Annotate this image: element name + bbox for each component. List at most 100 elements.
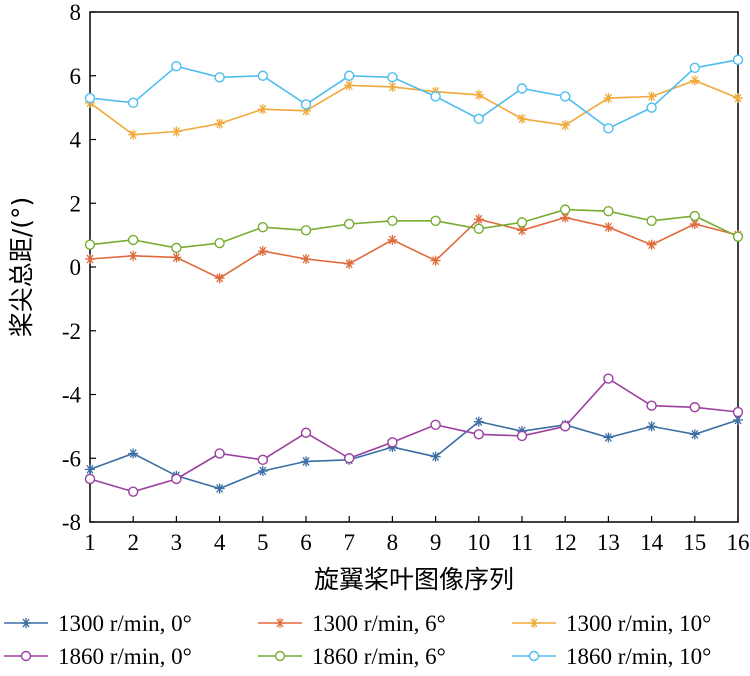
data-point — [603, 373, 614, 384]
data-point — [257, 246, 268, 257]
x-tick-label: 1 — [84, 530, 96, 555]
data-point — [560, 421, 571, 432]
legend-label: 1300 r/min, 0° — [58, 611, 192, 636]
data-point — [257, 454, 268, 466]
y-tick-label: 8 — [70, 0, 82, 25]
data-point — [257, 221, 268, 233]
data-point — [344, 258, 355, 269]
data-point — [301, 456, 311, 467]
series-5 — [84, 204, 744, 254]
x-tick-label: 9 — [430, 530, 442, 555]
y-tick-label: -4 — [62, 383, 82, 408]
data-point — [646, 400, 657, 411]
data-point — [387, 437, 398, 448]
y-tick-label: -6 — [62, 446, 81, 471]
data-point — [560, 91, 571, 102]
legend-item: 1860 r/min, 0° — [4, 644, 192, 669]
y-tick-label: -2 — [62, 319, 81, 344]
data-point — [301, 254, 311, 265]
data-point — [603, 123, 614, 134]
series-line — [89, 377, 739, 493]
legend-label: 1860 r/min, 10° — [566, 644, 711, 669]
data-point — [344, 80, 355, 91]
x-tick-label: 16 — [727, 530, 750, 555]
data-point — [560, 120, 571, 131]
data-point — [689, 210, 700, 222]
data-point — [430, 451, 441, 462]
x-axis-title: 旋翼桨叶图像序列 — [314, 565, 514, 594]
data-point — [171, 252, 182, 263]
legend-item: 1300 r/min, 6° — [258, 611, 446, 636]
legend-marker — [21, 618, 31, 628]
data-point — [171, 242, 182, 254]
data-point — [344, 70, 355, 81]
data-point — [344, 218, 355, 230]
data-point — [171, 60, 182, 72]
data-point — [85, 254, 95, 265]
legend-label: 1300 r/min, 10° — [566, 611, 711, 636]
data-point — [732, 406, 744, 418]
legend-item: 1300 r/min, 0° — [4, 611, 192, 636]
data-point — [646, 215, 657, 226]
data-point — [127, 234, 139, 246]
data-point — [473, 416, 484, 427]
data-point — [300, 99, 312, 110]
legend-marker — [528, 650, 540, 662]
data-point — [733, 93, 743, 104]
x-tick-label: 3 — [171, 530, 183, 555]
data-point — [430, 215, 441, 226]
legend-label: 1300 r/min, 6° — [312, 611, 446, 636]
data-point — [257, 466, 268, 476]
data-point — [387, 234, 398, 245]
data-point — [300, 225, 312, 236]
legend-marker — [20, 650, 32, 662]
legend-marker — [274, 650, 286, 662]
data-point — [214, 237, 225, 249]
data-point — [214, 483, 225, 494]
data-point — [214, 273, 225, 284]
data-point — [733, 415, 743, 425]
data-point — [214, 448, 225, 459]
x-tick-label: 10 — [467, 530, 490, 555]
legend-label: 1860 r/min, 0° — [58, 644, 192, 669]
data-point — [689, 402, 700, 413]
series-line — [89, 59, 739, 130]
legend-item: 1860 r/min, 10° — [512, 644, 711, 669]
data-point — [430, 255, 441, 266]
x-tick-label: 8 — [387, 530, 399, 555]
data-point — [689, 75, 700, 86]
data-point — [84, 92, 96, 104]
series-line — [89, 79, 739, 136]
data-point — [603, 93, 614, 104]
data-point — [517, 113, 527, 124]
legend-item: 1300 r/min, 10° — [512, 611, 711, 636]
data-point — [516, 217, 528, 228]
data-point — [300, 427, 312, 438]
data-point — [646, 102, 657, 113]
data-point — [84, 239, 96, 250]
data-point — [387, 72, 398, 83]
x-tick-label: 7 — [343, 530, 355, 555]
data-point — [603, 222, 614, 233]
series-4 — [84, 373, 744, 497]
data-point — [257, 70, 268, 81]
data-point — [603, 206, 614, 217]
y-tick-label: 6 — [70, 64, 82, 89]
x-tick-label: 6 — [300, 530, 312, 555]
data-point — [646, 91, 657, 102]
y-axis-title: 桨尖总距/(°) — [7, 197, 36, 337]
x-tick-label: 2 — [127, 530, 139, 555]
data-point — [127, 486, 139, 497]
x-tick-label: 4 — [214, 530, 226, 555]
data-point — [473, 214, 484, 225]
data-point — [430, 91, 441, 102]
data-point — [732, 231, 744, 242]
x-tick-label: 15 — [683, 530, 706, 555]
y-tick-label: 4 — [70, 128, 82, 153]
data-point — [344, 453, 355, 464]
data-point — [560, 204, 571, 215]
y-tick-label: 2 — [70, 191, 82, 216]
x-tick-label: 12 — [554, 530, 577, 555]
y-tick-label: -8 — [62, 510, 81, 535]
data-point — [603, 432, 614, 443]
